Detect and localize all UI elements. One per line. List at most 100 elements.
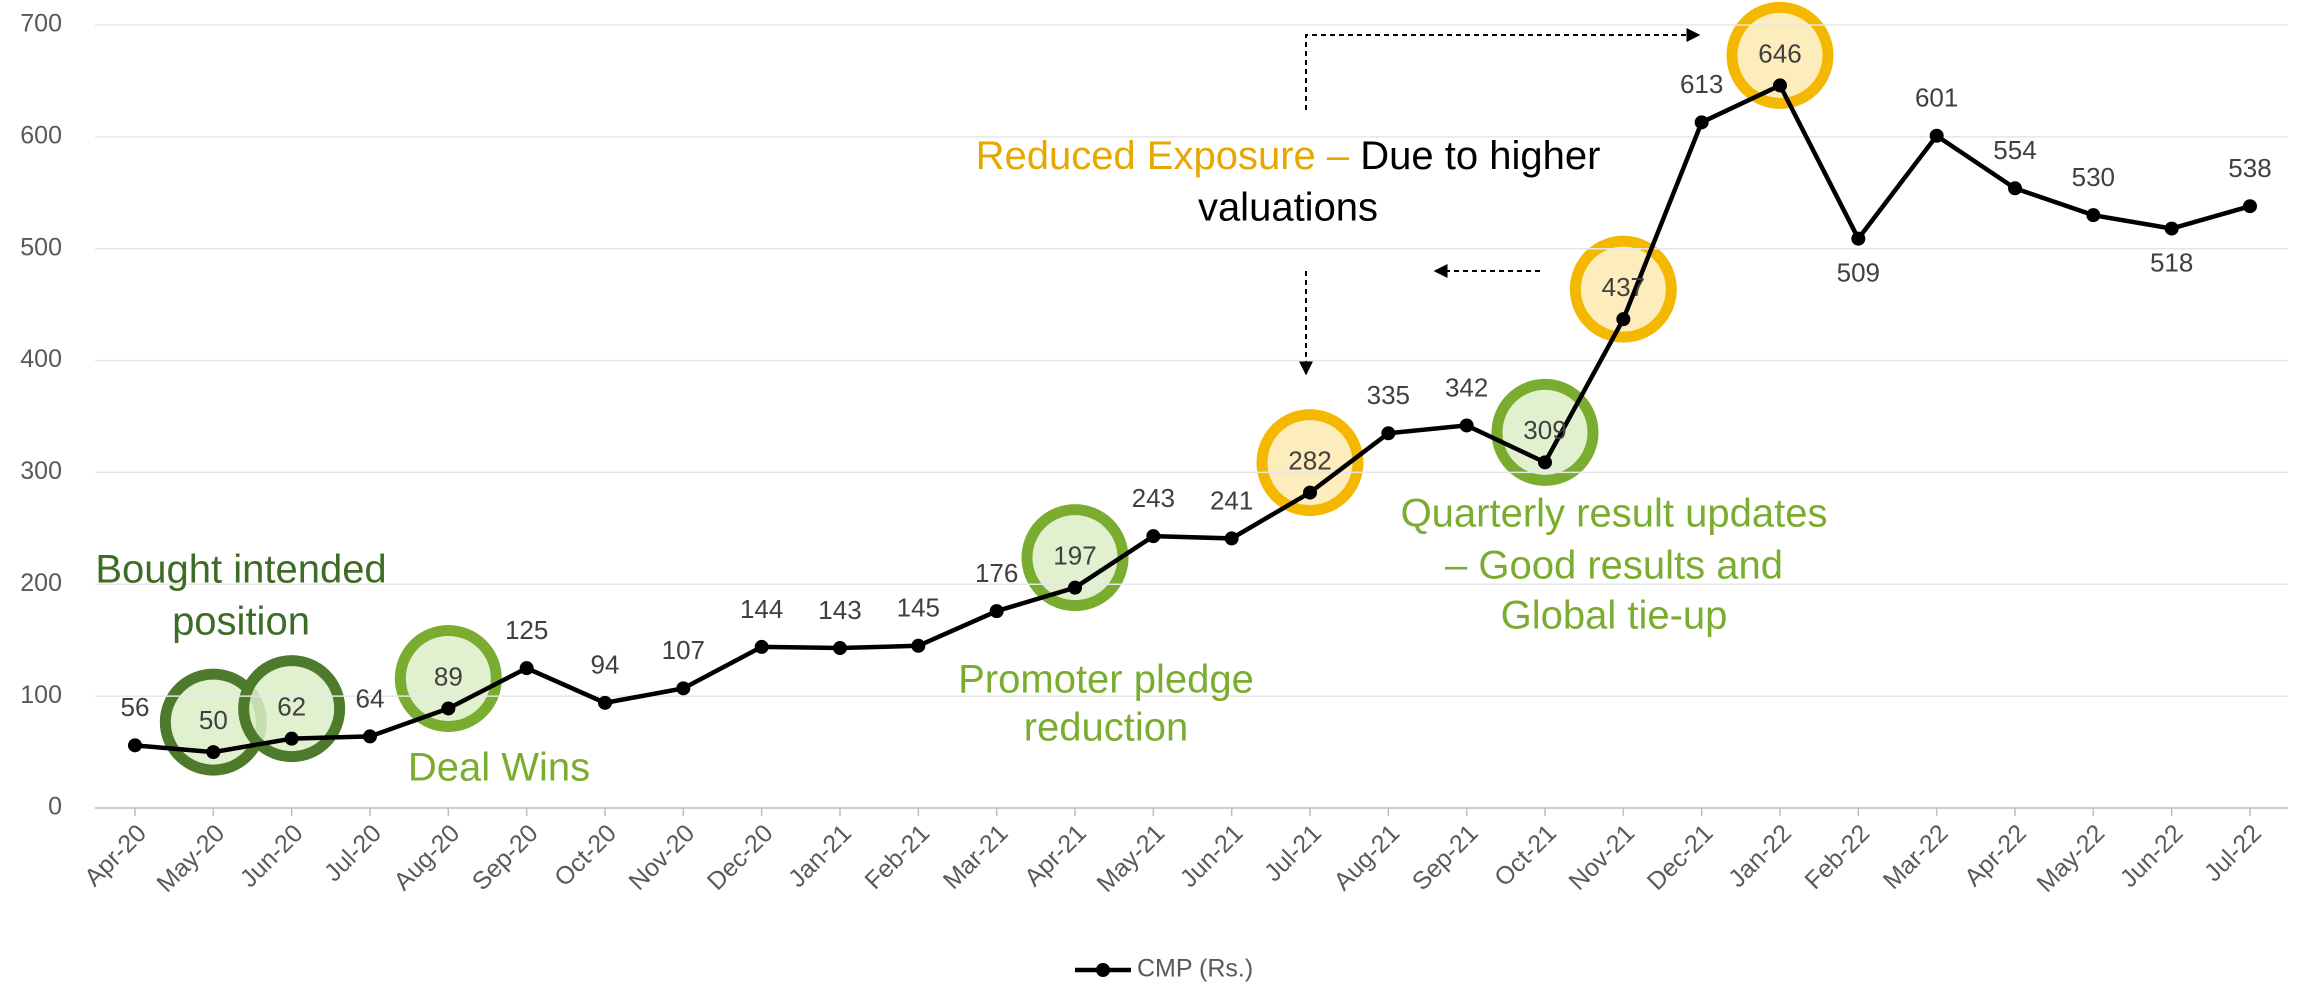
point [1929,128,1944,143]
point [1303,485,1317,500]
x-tick-label: Jul-20 [319,819,387,887]
point [1851,231,1866,246]
data-label: 64 [356,683,385,713]
annotation: Reduced Exposure – Due to higher [976,134,1601,178]
y-tick-label: 500 [20,233,62,261]
point [1146,529,1161,544]
annotation: Promoter pledge [958,658,1254,702]
annotation: position [172,600,310,644]
highlight-circle [1569,235,1677,343]
highlight-circle [394,624,502,732]
data-label: 613 [1680,69,1723,99]
x-tick-label: Feb-22 [1799,819,1875,895]
data-label: 50 [199,705,228,735]
point [128,738,142,753]
data-label: 94 [591,650,620,680]
data-label: 309 [1523,415,1566,445]
data-label: 437 [1602,272,1645,302]
x-tick-label: Dec-20 [702,819,779,896]
x-tick-label: May-20 [151,819,230,898]
x-tick-label: Jan-22 [1723,819,1797,893]
data-label: 554 [1993,135,2036,165]
x-tick-label: Aug-20 [388,819,465,896]
data-label: 243 [1132,483,1175,513]
point [676,681,691,696]
data-label: 538 [2228,153,2271,183]
x-tick-label: Oct-21 [1489,819,1562,892]
annotation: Quarterly result updates [1401,492,1828,536]
data-label: 509 [1837,258,1880,288]
data-label: 145 [897,593,940,623]
data-label: 89 [434,661,463,691]
data-label: 518 [2150,247,2193,277]
data-label: 176 [975,558,1018,588]
annotation: Bought intended [95,548,386,592]
point [1694,115,1709,130]
x-tick-label: May-21 [1091,819,1170,898]
point [519,661,534,676]
point [989,604,1004,619]
x-tick-label: Sep-20 [467,819,544,896]
point [1068,580,1082,595]
x-tick-label: May-22 [2031,819,2110,898]
point [1773,78,1787,93]
annotation-part: Reduced Exposure – [976,134,1350,178]
data-label: 601 [1915,83,1958,113]
annotation: Global tie-up [1501,594,1728,638]
annotation-part: Due to higher [1360,134,1600,178]
y-tick-label: 0 [48,793,62,821]
x-tick-label: Nov-20 [623,819,700,896]
annotation: valuations [1198,186,1378,230]
x-tick-label: Jul-21 [1259,819,1327,887]
x-tick-label: Nov-21 [1563,819,1640,896]
y-tick-label: 300 [20,457,62,485]
highlight-circle [1256,409,1364,517]
data-label: 241 [1210,485,1253,515]
point [441,701,456,716]
x-tick-label: Jul-22 [2199,819,2267,887]
data-label: 282 [1288,445,1331,475]
data-label: 335 [1367,380,1410,410]
x-tick-label: Feb-21 [859,819,935,895]
legend-label: CMP (Rs.) [1137,955,1253,983]
series-line [134,82,2251,755]
x-tick-label: Sep-21 [1407,819,1484,896]
data-label: 62 [277,692,306,722]
data-label: 107 [662,635,705,665]
annotation: Deal Wins [408,746,590,790]
data-label: 342 [1445,372,1488,402]
highlight-circle [1726,1,1834,109]
annotation: reduction [1024,706,1189,750]
point [833,641,847,656]
y-tick-label: 400 [20,345,62,373]
data-label: 197 [1053,541,1096,571]
x-tick-label: Dec-21 [1642,819,1719,896]
highlights [159,1,1834,776]
point [2008,181,2022,196]
data-label: 646 [1758,38,1801,68]
x-tick-label: Jun-20 [235,819,309,893]
data-label: 530 [2072,162,2115,192]
x-tick-label: Mar-22 [1878,819,1954,895]
point [911,638,926,653]
point [598,695,612,710]
data-label: 125 [505,615,548,645]
x-tick-label: Jun-21 [1175,819,1249,893]
x-tick-label: Apr-20 [79,819,152,892]
point [754,639,769,654]
legend-marker [1096,963,1110,977]
y-tick-label: 700 [20,10,62,38]
x-tick-label: Aug-21 [1328,819,1405,896]
y-tick-label: 100 [20,681,62,709]
point [2086,208,2101,223]
point [1381,426,1396,441]
x-tick-label: Apr-21 [1019,819,1092,892]
highlight-circle [238,655,346,763]
point [1538,455,1552,470]
data-label: 144 [740,594,783,624]
point [1616,312,1631,327]
data-label: 56 [121,692,150,722]
point [284,731,299,746]
point [2164,221,2179,236]
